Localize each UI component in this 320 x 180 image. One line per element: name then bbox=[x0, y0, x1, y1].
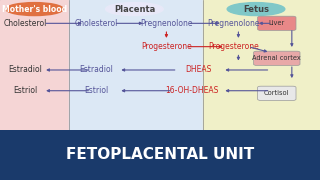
Text: DHEAS: DHEAS bbox=[185, 66, 212, 75]
Text: Liver: Liver bbox=[269, 20, 285, 26]
Text: Cortisol: Cortisol bbox=[264, 90, 290, 96]
Text: Cholesterol: Cholesterol bbox=[74, 19, 118, 28]
Text: Adrenal cortex: Adrenal cortex bbox=[252, 55, 301, 61]
Text: Estriol: Estriol bbox=[84, 86, 108, 95]
Text: 16-OH-DHEAS: 16-OH-DHEAS bbox=[165, 86, 219, 95]
Text: Pregnenolone: Pregnenolone bbox=[207, 19, 260, 28]
Text: Cholesterol: Cholesterol bbox=[4, 19, 47, 28]
Text: Progesterone: Progesterone bbox=[141, 42, 192, 51]
Text: Estradiol: Estradiol bbox=[79, 66, 113, 75]
Text: Mother's blood: Mother's blood bbox=[2, 4, 67, 14]
Bar bbox=[0, 0, 69, 130]
Ellipse shape bbox=[106, 3, 163, 15]
Text: Estriol: Estriol bbox=[13, 86, 38, 95]
Ellipse shape bbox=[6, 3, 63, 15]
FancyBboxPatch shape bbox=[258, 16, 296, 30]
Ellipse shape bbox=[227, 3, 285, 15]
Text: FETOPLACENTAL UNIT: FETOPLACENTAL UNIT bbox=[66, 147, 254, 162]
Bar bbox=[69, 0, 203, 130]
Text: Placenta: Placenta bbox=[114, 4, 155, 14]
Text: Fetus: Fetus bbox=[243, 4, 269, 14]
Text: Estradiol: Estradiol bbox=[9, 66, 43, 75]
FancyBboxPatch shape bbox=[258, 86, 296, 100]
FancyBboxPatch shape bbox=[253, 51, 300, 66]
Text: Progesterone: Progesterone bbox=[208, 42, 259, 51]
Text: Pregnenolone: Pregnenolone bbox=[140, 19, 193, 28]
Bar bbox=[203, 0, 320, 130]
